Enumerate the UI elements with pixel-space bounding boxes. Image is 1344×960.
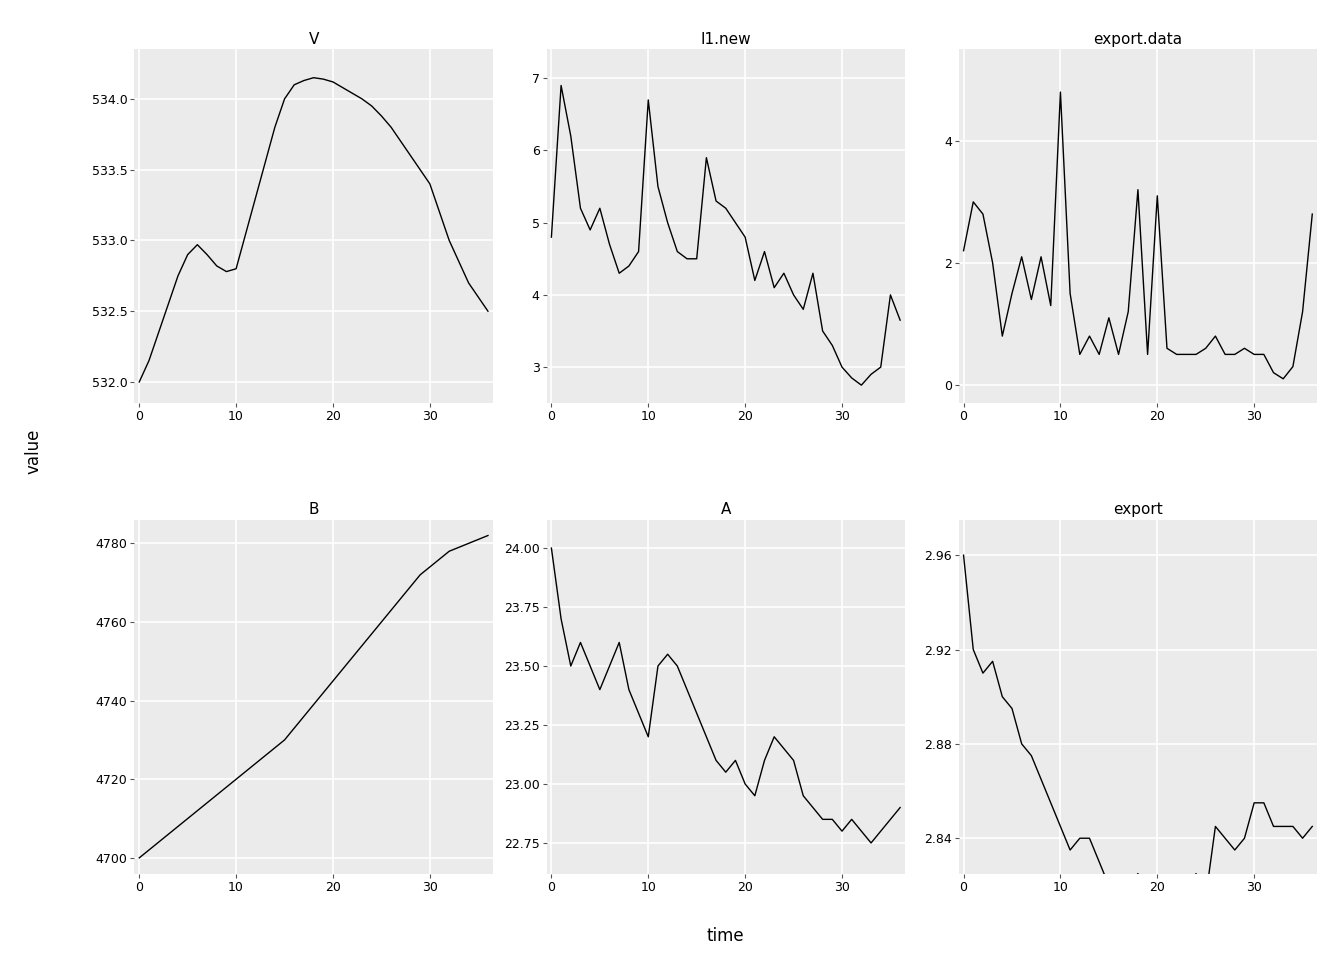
Text: time: time (707, 927, 745, 945)
Text: A: A (720, 502, 731, 517)
Text: I1.new: I1.new (700, 32, 751, 47)
Text: B: B (308, 502, 319, 517)
Text: value: value (24, 428, 43, 474)
Text: export.data: export.data (1094, 32, 1183, 47)
Text: V: V (308, 32, 319, 47)
Text: export: export (1113, 502, 1163, 517)
